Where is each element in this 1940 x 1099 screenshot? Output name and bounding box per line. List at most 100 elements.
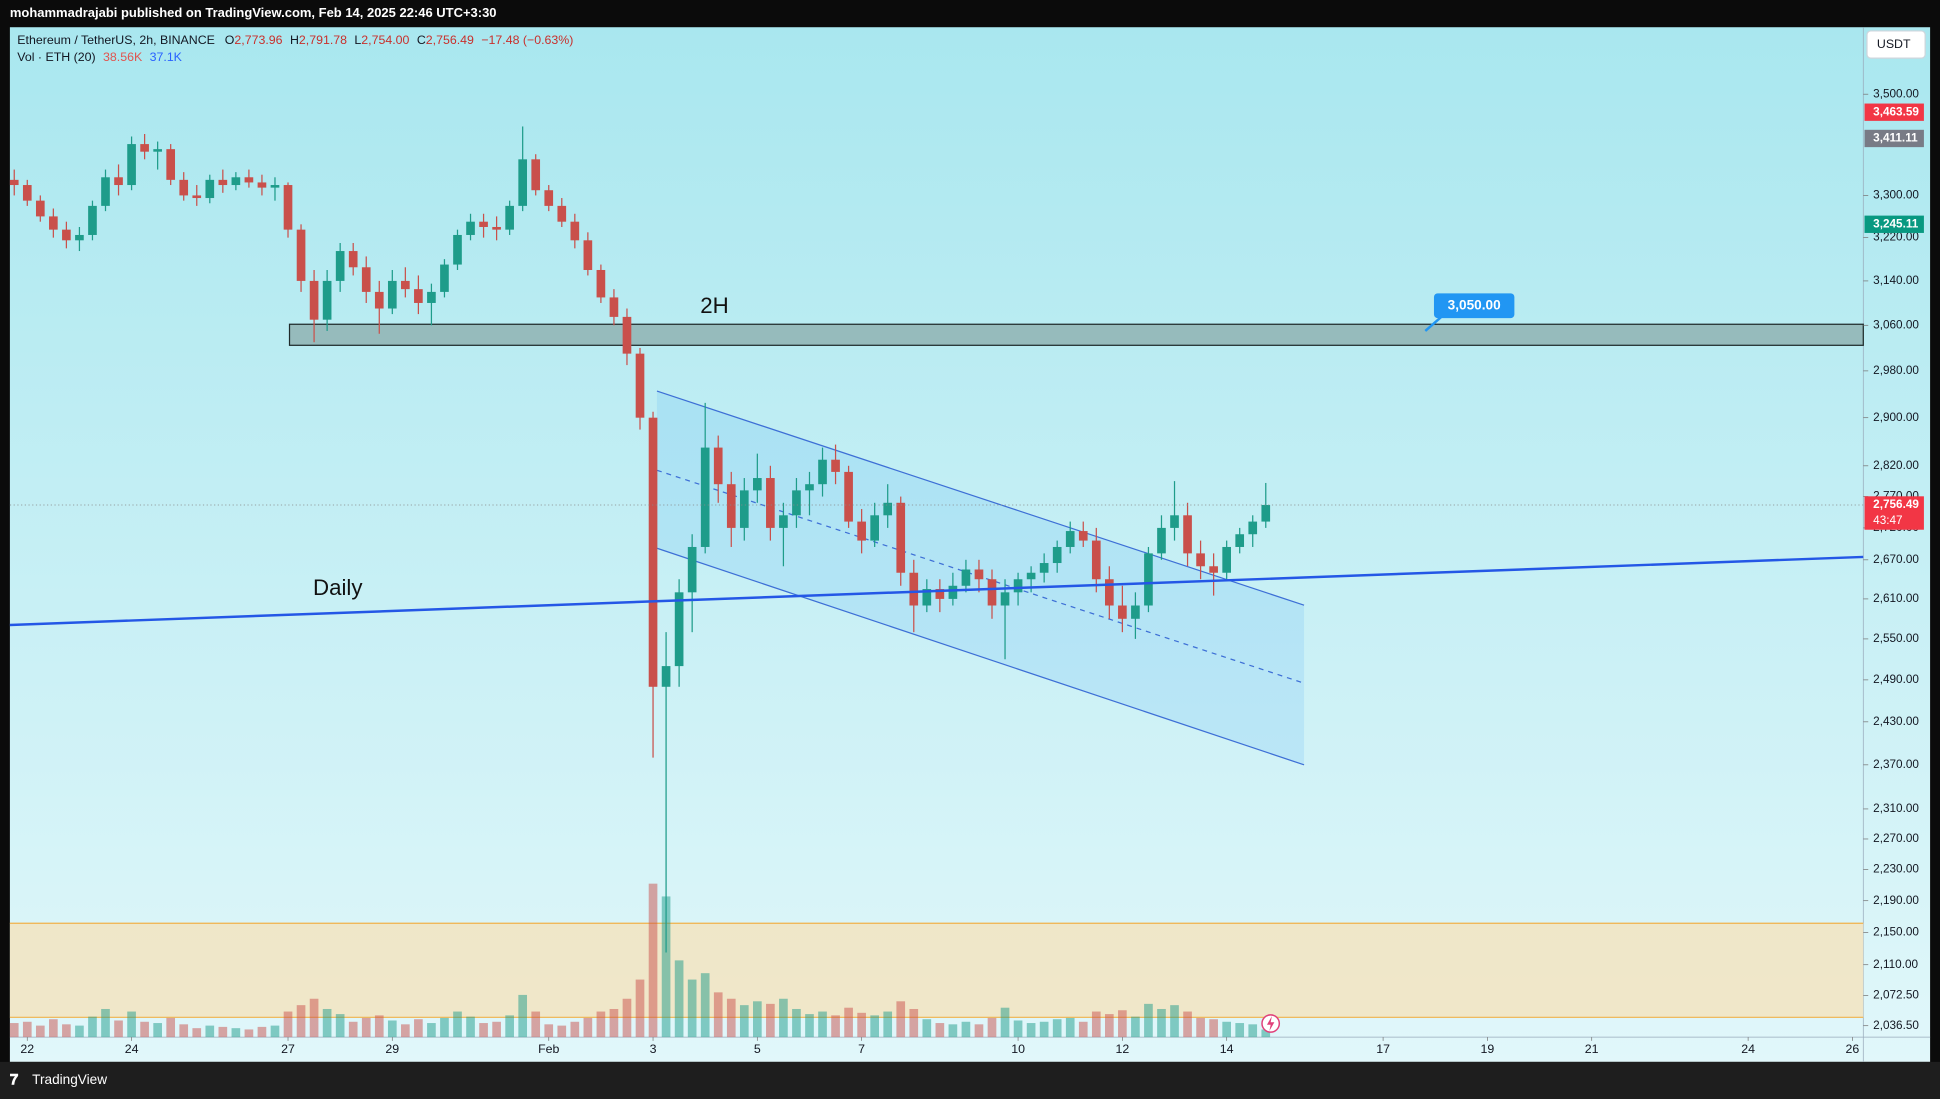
volume-layer: [9, 883, 1271, 1038]
ohlc-value: 2,773.96: [234, 33, 282, 47]
volume-bar: [492, 1021, 501, 1038]
candle-body: [974, 569, 984, 580]
volume-bar: [1248, 1024, 1258, 1038]
y-tick-label: 2,370.00: [1873, 758, 1919, 771]
volume-value: 38.56K: [103, 50, 143, 64]
volume-bar: [35, 1025, 45, 1038]
candle-body: [557, 205, 567, 222]
candle-body: [544, 190, 554, 206]
candle-layer: [9, 126, 1864, 953]
candle-body: [1105, 579, 1114, 606]
price-label-box: [1864, 129, 1924, 148]
price-label-box: [1864, 103, 1924, 121]
volume-bar: [700, 973, 710, 1038]
y-tick-label: 2,150.00: [1873, 925, 1919, 938]
candle-body: [322, 280, 332, 320]
price-label: 2,756.49: [1873, 498, 1919, 511]
x-tick-label: 7: [858, 1042, 865, 1056]
symbol: Ethereum / TetherUS, 2h, BINANCE: [17, 33, 215, 47]
chart-background: [9, 27, 1931, 1062]
candle-body: [492, 226, 501, 230]
x-tick-label: 29: [385, 1042, 399, 1056]
volume-bar: [479, 1023, 488, 1038]
volume-bar: [427, 1023, 436, 1038]
volume-bar: [1026, 1023, 1036, 1038]
volume-bar: [1013, 1020, 1023, 1038]
volume-bar: [1118, 1010, 1127, 1038]
volume-bar: [766, 1003, 775, 1038]
candle-body: [49, 216, 58, 230]
volume-bar: [231, 1028, 241, 1038]
volume-bar: [1039, 1021, 1049, 1038]
y-tick-label: 2,550.00: [1873, 632, 1919, 645]
y-tick-label: 2,190.00: [1873, 894, 1919, 907]
volume-bar: [75, 1025, 84, 1038]
candle-body: [674, 592, 684, 667]
volume-bar: [1222, 1021, 1231, 1038]
candle-body: [192, 195, 202, 199]
candle-body: [270, 185, 280, 188]
volume-bar: [726, 998, 736, 1038]
ohlc-key: C: [417, 33, 426, 47]
candle-body: [9, 179, 19, 186]
price-label-box: [1864, 496, 1924, 530]
y-tick-label: 2,980.00: [1873, 364, 1919, 377]
volume-bar: [909, 1008, 919, 1038]
candle-body: [661, 666, 671, 687]
trendline-label: Daily: [313, 575, 363, 600]
legend-line: Ethereum / TetherUS, 2h, BINANCE O2,773.9…: [17, 33, 573, 47]
candle-body: [948, 585, 958, 599]
volume-bar: [1144, 1003, 1153, 1038]
currency-label[interactable]: USDT: [1877, 37, 1911, 51]
volume-bar: [49, 1019, 58, 1038]
candle-body: [427, 291, 436, 303]
candle-body: [1209, 566, 1218, 573]
demand-zone: [9, 923, 1864, 1018]
candle-body: [1000, 592, 1010, 606]
candle-body: [218, 179, 228, 186]
candle-body: [62, 229, 71, 241]
volume-bar: [322, 1008, 332, 1038]
volume-bar: [753, 1001, 762, 1038]
volume-bar: [22, 1021, 32, 1038]
ohlc-key: O: [225, 33, 235, 47]
volume-bar: [401, 1024, 410, 1038]
candle-body: [479, 221, 488, 227]
volume-bar: [1261, 1029, 1271, 1038]
candle-body: [870, 515, 880, 541]
candle-body: [296, 229, 306, 281]
candle-body: [596, 269, 606, 298]
candle-body: [687, 546, 697, 593]
candle-body: [1052, 546, 1062, 564]
candle-body: [896, 502, 906, 573]
y-tick-label: 3,300.00: [1873, 189, 1919, 202]
callout-box: [1433, 293, 1515, 319]
candle-body: [857, 521, 866, 541]
candle-body: [622, 316, 632, 354]
y-tick-label: 2,270.00: [1873, 832, 1919, 845]
publisher-line: mohammadrajabi published on TradingView.…: [10, 5, 497, 20]
candle-body: [361, 267, 371, 292]
volume-bar: [153, 1023, 162, 1038]
price-label: 3,463.59: [1873, 105, 1919, 118]
volume-bar: [544, 1024, 554, 1038]
currency-button[interactable]: [1866, 30, 1926, 59]
candle-body: [75, 234, 84, 241]
candle-body: [1248, 521, 1258, 535]
volume-bar: [818, 1011, 827, 1038]
candle-body: [453, 234, 462, 265]
candle-body: [179, 179, 189, 196]
volume-bar: [987, 1017, 997, 1038]
volume-bar: [361, 1017, 371, 1038]
candle-body: [1013, 579, 1023, 593]
x-tick-label: 19: [1481, 1042, 1495, 1056]
candle-body: [35, 200, 45, 217]
volume-bar: [283, 1011, 293, 1038]
ohlc-value: 2,756.49: [426, 33, 474, 47]
volume-bar: [127, 1011, 136, 1038]
candle-body: [1131, 605, 1140, 619]
candle-body: [114, 177, 123, 186]
candle-body: [22, 185, 32, 201]
y-tick-label: 2,670.00: [1873, 553, 1919, 566]
volume-bar: [622, 998, 632, 1038]
